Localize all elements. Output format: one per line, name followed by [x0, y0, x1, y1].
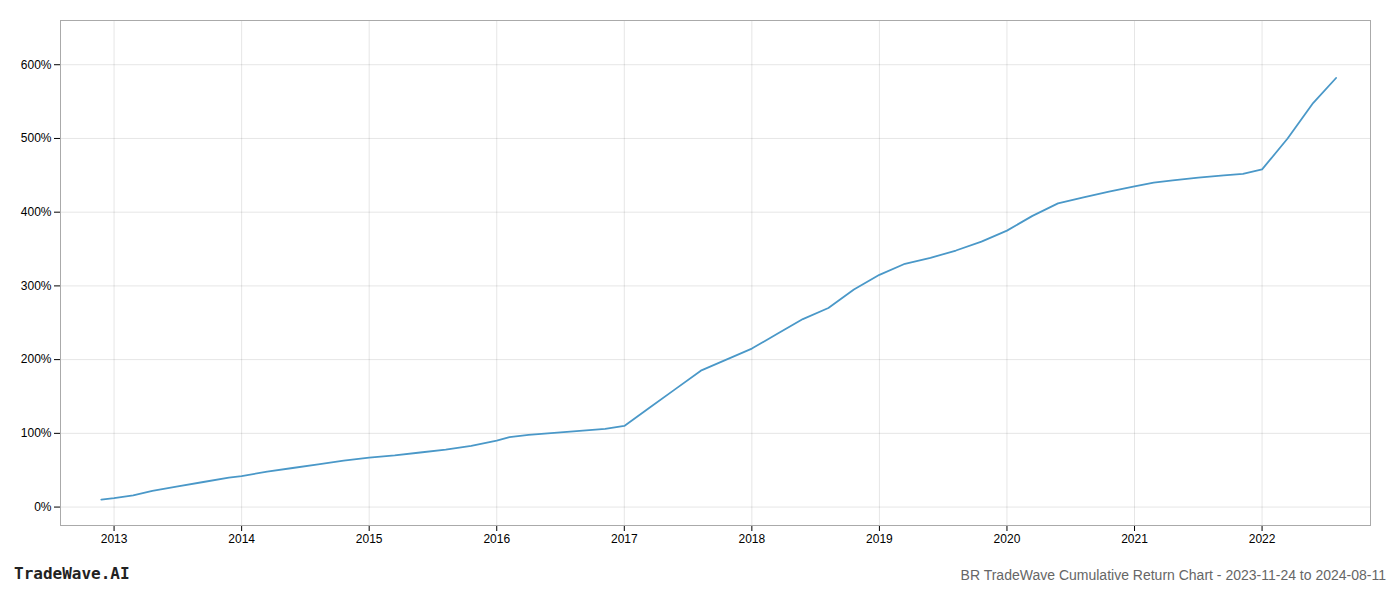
svg-text:2022: 2022 [1249, 532, 1276, 546]
svg-text:0%: 0% [34, 500, 52, 514]
html-text:BR TradeWave Cumulative Return: BR TradeWave Cumulative Return Chart - 2… [960, 567, 1386, 583]
svg-text:2015: 2015 [356, 532, 383, 546]
svg-text:2016: 2016 [483, 532, 510, 546]
svg-text:2021: 2021 [1121, 532, 1148, 546]
svg-text:400%: 400% [21, 205, 52, 219]
svg-text:2019: 2019 [866, 532, 893, 546]
svg-text:200%: 200% [21, 352, 52, 366]
html-text:TradeWave.AI: TradeWave.AI [14, 564, 130, 583]
svg-text:600%: 600% [21, 58, 52, 72]
svg-text:300%: 300% [21, 279, 52, 293]
svg-text:2017: 2017 [611, 532, 638, 546]
svg-text:2018: 2018 [739, 532, 766, 546]
svg-text:2013: 2013 [101, 532, 128, 546]
svg-text:2014: 2014 [228, 532, 255, 546]
svg-text:2020: 2020 [994, 532, 1021, 546]
svg-text:100%: 100% [21, 426, 52, 440]
svg-text:500%: 500% [21, 131, 52, 145]
